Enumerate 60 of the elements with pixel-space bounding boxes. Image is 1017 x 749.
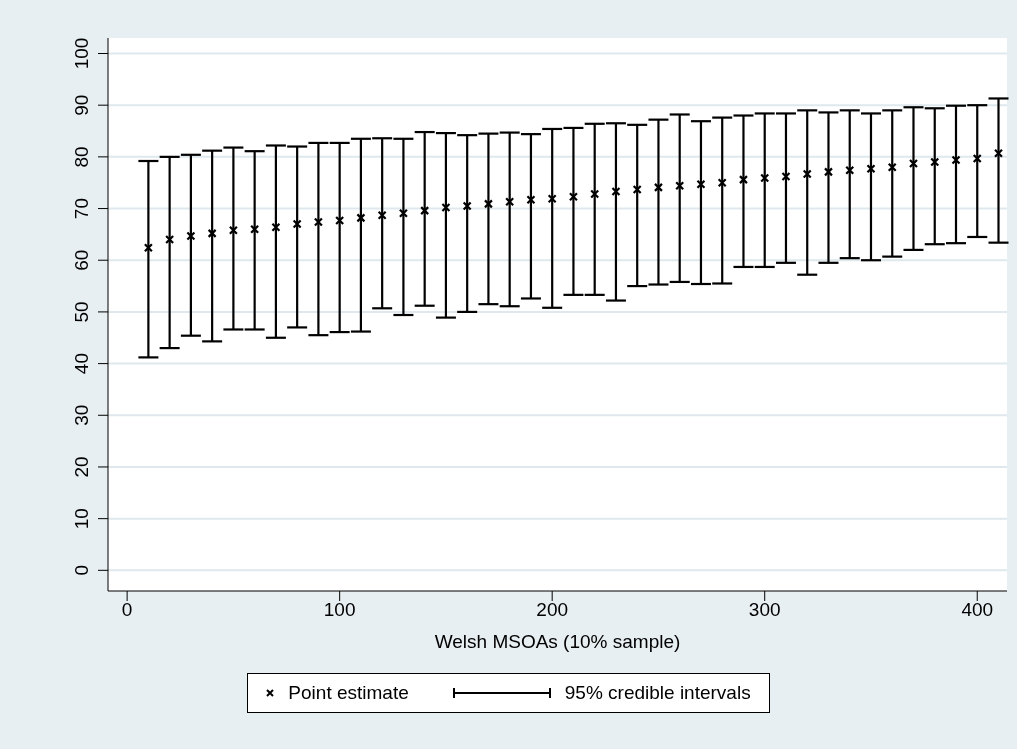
y-tick-label: 90 bbox=[71, 94, 92, 116]
x-tick-label: 100 bbox=[323, 599, 356, 621]
point bbox=[420, 206, 430, 216]
point bbox=[526, 195, 536, 205]
y-tick-label: 0 bbox=[71, 565, 92, 576]
point bbox=[760, 173, 770, 183]
point bbox=[653, 182, 664, 192]
y-tick-label: 60 bbox=[71, 249, 92, 271]
y-tick-label: 30 bbox=[71, 404, 92, 426]
point bbox=[547, 194, 557, 204]
point bbox=[972, 153, 982, 164]
y-tick-label: 50 bbox=[71, 301, 92, 323]
point bbox=[462, 201, 472, 211]
point bbox=[930, 157, 940, 167]
point bbox=[441, 202, 451, 213]
point bbox=[866, 164, 876, 174]
point bbox=[738, 175, 749, 185]
point bbox=[568, 192, 579, 202]
point bbox=[143, 243, 153, 253]
point bbox=[292, 219, 302, 229]
x-axis-title: Welsh MSOAs (10% sample) bbox=[434, 631, 681, 652]
point bbox=[165, 234, 175, 245]
x-tick-label: 200 bbox=[536, 599, 569, 621]
y-tick-label: 80 bbox=[71, 146, 92, 168]
point bbox=[250, 224, 260, 234]
y-tick-label: 40 bbox=[71, 353, 92, 375]
point bbox=[377, 210, 387, 220]
point bbox=[802, 169, 812, 179]
point bbox=[590, 189, 600, 199]
text: 95% credible intervals bbox=[564, 682, 751, 704]
point bbox=[483, 199, 494, 209]
point bbox=[611, 186, 621, 197]
point bbox=[186, 231, 196, 241]
point bbox=[356, 213, 366, 223]
point bbox=[781, 171, 791, 182]
point bbox=[845, 165, 855, 175]
x-tick-label: 400 bbox=[961, 599, 994, 621]
legend-label: Point estimate bbox=[288, 682, 409, 704]
point bbox=[993, 148, 1004, 158]
point bbox=[696, 179, 706, 189]
point bbox=[335, 215, 345, 226]
y-tick-label: 10 bbox=[71, 508, 92, 530]
point bbox=[207, 228, 217, 238]
y-tick-label: 20 bbox=[71, 456, 92, 478]
point bbox=[632, 184, 642, 195]
x-tick-label: 0 bbox=[121, 599, 133, 621]
point bbox=[398, 208, 409, 218]
point bbox=[908, 158, 919, 169]
point bbox=[505, 197, 515, 207]
point bbox=[228, 225, 238, 235]
point bbox=[675, 181, 685, 191]
x-tick-label: 300 bbox=[748, 599, 781, 621]
y-tick-label: 100 bbox=[71, 37, 92, 70]
point bbox=[951, 155, 961, 165]
point bbox=[717, 178, 727, 188]
point bbox=[313, 217, 323, 227]
point bbox=[823, 167, 834, 177]
point bbox=[271, 222, 281, 232]
y-tick-label: 70 bbox=[71, 197, 92, 220]
point bbox=[887, 162, 897, 172]
